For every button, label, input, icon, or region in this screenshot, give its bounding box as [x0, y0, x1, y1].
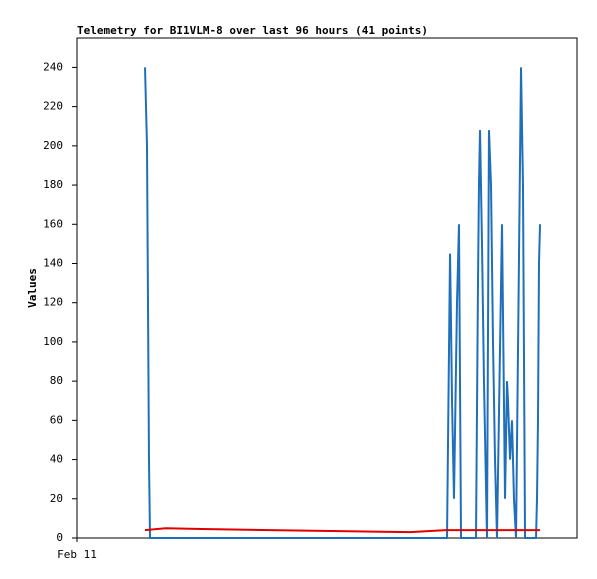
y-tick-label: 20 — [50, 492, 63, 505]
y-tick-label: 160 — [43, 217, 63, 230]
series-line — [144, 67, 542, 539]
y-tick-label: 240 — [43, 60, 63, 73]
series-line — [144, 527, 541, 534]
y-axis-label: Values — [26, 268, 39, 308]
x-tick-label: Feb 11 — [57, 548, 97, 561]
y-tick-label: 100 — [43, 335, 63, 348]
y-tick-label: 140 — [43, 256, 63, 269]
y-tick-label: 0 — [56, 531, 63, 544]
y-tick-label: 200 — [43, 139, 63, 152]
chart-title: Telemetry for BI1VLM-8 over last 96 hour… — [77, 24, 428, 37]
y-tick-label: 60 — [50, 413, 63, 426]
y-tick-label: 80 — [50, 374, 63, 387]
y-tick-label: 180 — [43, 178, 63, 191]
y-tick-label: 220 — [43, 100, 63, 113]
y-tick-label: 40 — [50, 453, 63, 466]
y-tick-label: 120 — [43, 296, 63, 309]
